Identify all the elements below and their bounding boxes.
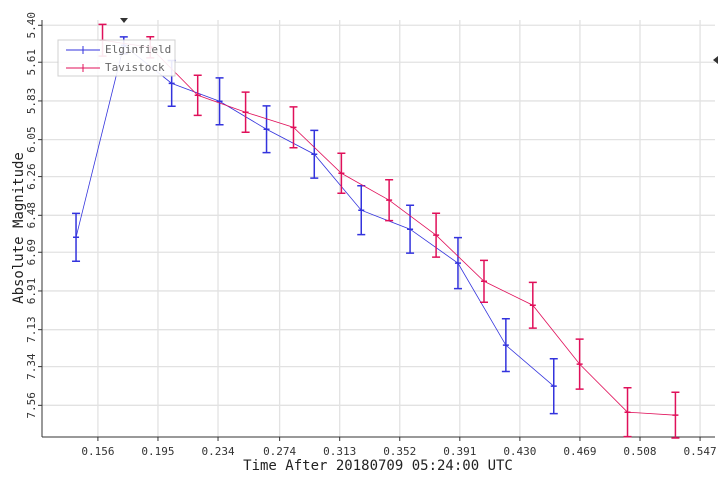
x-tick-label: 0.508 [623, 445, 656, 458]
x-tick-label: 0.469 [563, 445, 596, 458]
y-tick-label: 6.91 [25, 278, 38, 305]
y-tick-label: 6.05 [25, 126, 38, 153]
marker-icon [713, 56, 718, 64]
marker-icon [120, 18, 128, 23]
series-line [102, 39, 676, 416]
y-tick-label: 6.48 [25, 202, 38, 229]
x-tick-label: 0.274 [263, 445, 296, 458]
legend-label: Tavistock [105, 61, 165, 74]
y-tick-label: 7.56 [25, 392, 38, 419]
error-bar [72, 212, 81, 262]
y-axis-label: Absolute Magnitude [11, 152, 27, 304]
error-bar [385, 179, 394, 222]
error-bar [289, 106, 298, 149]
error-bar [241, 91, 250, 134]
x-tick-label: 0.547 [683, 445, 716, 458]
x-tick-label: 0.195 [141, 445, 174, 458]
x-tick-label: 0.430 [503, 445, 536, 458]
x-tick-label: 0.313 [323, 445, 356, 458]
error-bar [501, 318, 510, 373]
error-bar [406, 204, 415, 254]
y-tick-label: 7.13 [25, 316, 38, 343]
y-tick-label: 5.83 [25, 88, 38, 115]
error-bar [337, 152, 346, 195]
error-bar [671, 391, 680, 439]
x-tick-label: 0.234 [201, 445, 234, 458]
error-bar [215, 77, 224, 126]
error-bar [262, 105, 271, 154]
x-tick-label: 0.156 [81, 445, 114, 458]
y-tick-label: 6.69 [25, 239, 38, 266]
y-tick-label: 6.26 [25, 163, 38, 190]
error-bar [357, 184, 366, 236]
legend-label: Elginfield [105, 43, 171, 56]
legend-box [57, 39, 176, 77]
error-bar [453, 236, 462, 290]
error-bar [549, 357, 558, 415]
y-tick-label: 5.40 [25, 12, 38, 39]
x-tick-label: 0.352 [383, 445, 416, 458]
error-bar [623, 386, 632, 438]
error-bar [528, 281, 537, 329]
error-bar [575, 338, 584, 390]
x-axis-label: Time After 20180709 05:24:00 UTC [243, 458, 513, 474]
error-bar [310, 129, 319, 179]
error-bar [193, 74, 202, 117]
legend: Elginfield Tavistock [57, 39, 176, 77]
y-tick-label: 7.34 [25, 353, 38, 380]
y-tick-label: 5.61 [25, 49, 38, 75]
x-tick-label: 0.391 [443, 445, 476, 458]
error-bar [479, 259, 488, 303]
error-bar [432, 212, 441, 258]
